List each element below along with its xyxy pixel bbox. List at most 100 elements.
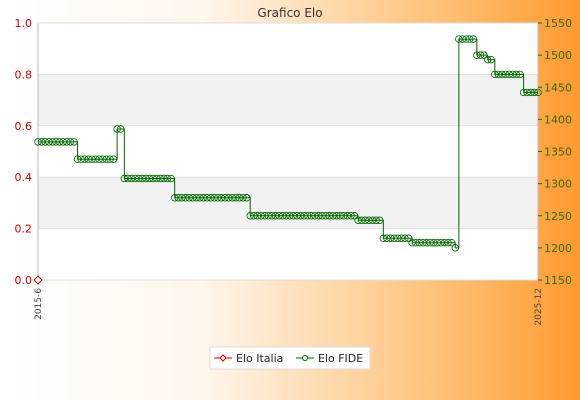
data-point-elo-fide [210, 194, 218, 202]
data-point-elo-fide [491, 70, 499, 79]
data-point-elo-fide [253, 212, 262, 220]
data-point-elo-fide [361, 216, 370, 224]
data-point-elo-fide [95, 155, 103, 163]
y-right-tick-label: 1250 [544, 210, 572, 223]
data-point-elo-fide [34, 138, 42, 146]
data-point-elo-fide [487, 55, 495, 64]
data-point-elo-fide [37, 138, 46, 146]
data-point-elo-fide [530, 88, 539, 97]
data-point-elo-fide [411, 239, 420, 247]
data-point-elo-fide [167, 174, 175, 183]
legend-fide-marker [302, 355, 308, 361]
plot-band [38, 74, 538, 126]
data-point-elo-fide [181, 194, 190, 202]
data-point-elo-fide [214, 194, 222, 202]
data-point-elo-fide [415, 239, 423, 247]
data-point-elo-fide [512, 70, 521, 79]
y-right-tick-label: 1150 [544, 274, 572, 287]
data-point-elo-fide [170, 194, 179, 202]
y-left-tick-label: 0.0 [15, 274, 33, 287]
data-point-elo-fide [185, 194, 193, 202]
data-point-elo-fide [99, 155, 107, 163]
y-right-tick-label: 1500 [544, 49, 572, 62]
data-point-elo-fide [260, 212, 269, 220]
data-point-elo-fide [59, 138, 67, 146]
data-point-elo-fide [322, 212, 330, 220]
y-right-tick-label: 1450 [544, 81, 572, 94]
data-point-elo-fide [73, 155, 82, 163]
series-elo-fide [34, 35, 542, 252]
data-point-elo-fide [465, 35, 474, 43]
data-point-elo-fide [286, 212, 294, 220]
data-point-elo-fide [84, 155, 93, 163]
series-line-elo-fide [38, 38, 538, 249]
data-point-elo-fide [239, 194, 247, 202]
data-point-elo-fide [401, 234, 409, 242]
right-axis: 1150 1200 1250 1300 1350 1400 1450 1500 1550 [538, 17, 572, 287]
data-point-elo-fide [311, 212, 319, 220]
data-point-elo-fide [419, 239, 427, 247]
data-point-elo-fide [340, 212, 348, 220]
data-point-elo-fide [408, 239, 416, 247]
data-point-elo-fide [66, 138, 75, 146]
legend-box [209, 346, 371, 370]
data-point-elo-fide [221, 194, 229, 202]
data-point-elo-fide [120, 174, 129, 183]
data-point-elo-fide [106, 155, 114, 163]
data-point-elo-fide [264, 212, 272, 220]
data-point-elo-fide [188, 194, 197, 202]
data-point-elo-fide [444, 239, 452, 247]
data-point-elo-fide [250, 212, 258, 220]
data-point-elo-fide [440, 239, 449, 247]
data-point-elo-fide [426, 239, 434, 247]
x-tick-label-last: 2025-12 [534, 288, 544, 326]
data-point-elo-fide [343, 212, 352, 220]
data-point-elo-fide [354, 216, 362, 224]
data-point-elo-fide [48, 138, 57, 146]
left-axis: 0.0 0.2 0.4 0.6 0.8 1.0 [15, 17, 33, 287]
plot-band [38, 23, 538, 75]
data-point-elo-fide [433, 239, 441, 247]
data-point-elo-fide [394, 234, 402, 242]
data-point-elo-fide [217, 194, 226, 202]
data-point-elo-fide [318, 212, 326, 220]
data-point-elo-fide [390, 234, 398, 242]
data-point-elo-fide [293, 212, 301, 220]
data-point-elo-fide [45, 138, 53, 146]
data-point-elo-fide [447, 239, 456, 247]
data-point-elo-fide [332, 212, 341, 220]
data-point-elo-fide [102, 155, 111, 163]
data-point-elo-fide [271, 212, 280, 220]
data-point-elo-fide [81, 155, 89, 163]
data-point-elo-italia [33, 275, 43, 285]
data-point-elo-fide [117, 125, 125, 133]
data-point-elo-fide [325, 212, 334, 220]
data-point-elo-fide [160, 174, 168, 183]
data-point-elo-fide [142, 174, 150, 183]
y-right-tick-label: 1550 [544, 17, 572, 30]
data-point-elo-fide [52, 138, 60, 146]
data-point-elo-fide [458, 35, 467, 43]
data-point-elo-fide [199, 194, 208, 202]
data-point-elo-fide [224, 194, 233, 202]
plot-band [38, 125, 538, 178]
plot-background [37, 22, 539, 281]
data-point-elo-fide [483, 55, 492, 64]
data-point-elo-fide [41, 138, 49, 146]
data-point-elo-fide [350, 212, 359, 220]
chart-title: Grafico Elo [257, 6, 322, 20]
data-point-elo-fide [501, 70, 510, 79]
data-point-elo-fide [109, 155, 118, 163]
data-point-elo-fide [246, 212, 254, 220]
data-point-elo-fide [519, 88, 528, 97]
data-point-elo-fide [235, 194, 244, 202]
data-point-elo-fide [55, 138, 64, 146]
data-point-elo-fide [300, 212, 308, 220]
data-point-elo-fide [149, 174, 157, 183]
data-point-elo-fide [127, 174, 136, 183]
data-point-elo-fide [455, 35, 463, 43]
data-point-elo-fide [347, 212, 355, 220]
data-point-elo-fide [145, 174, 154, 183]
y-left-tick-label: 0.2 [15, 223, 33, 236]
